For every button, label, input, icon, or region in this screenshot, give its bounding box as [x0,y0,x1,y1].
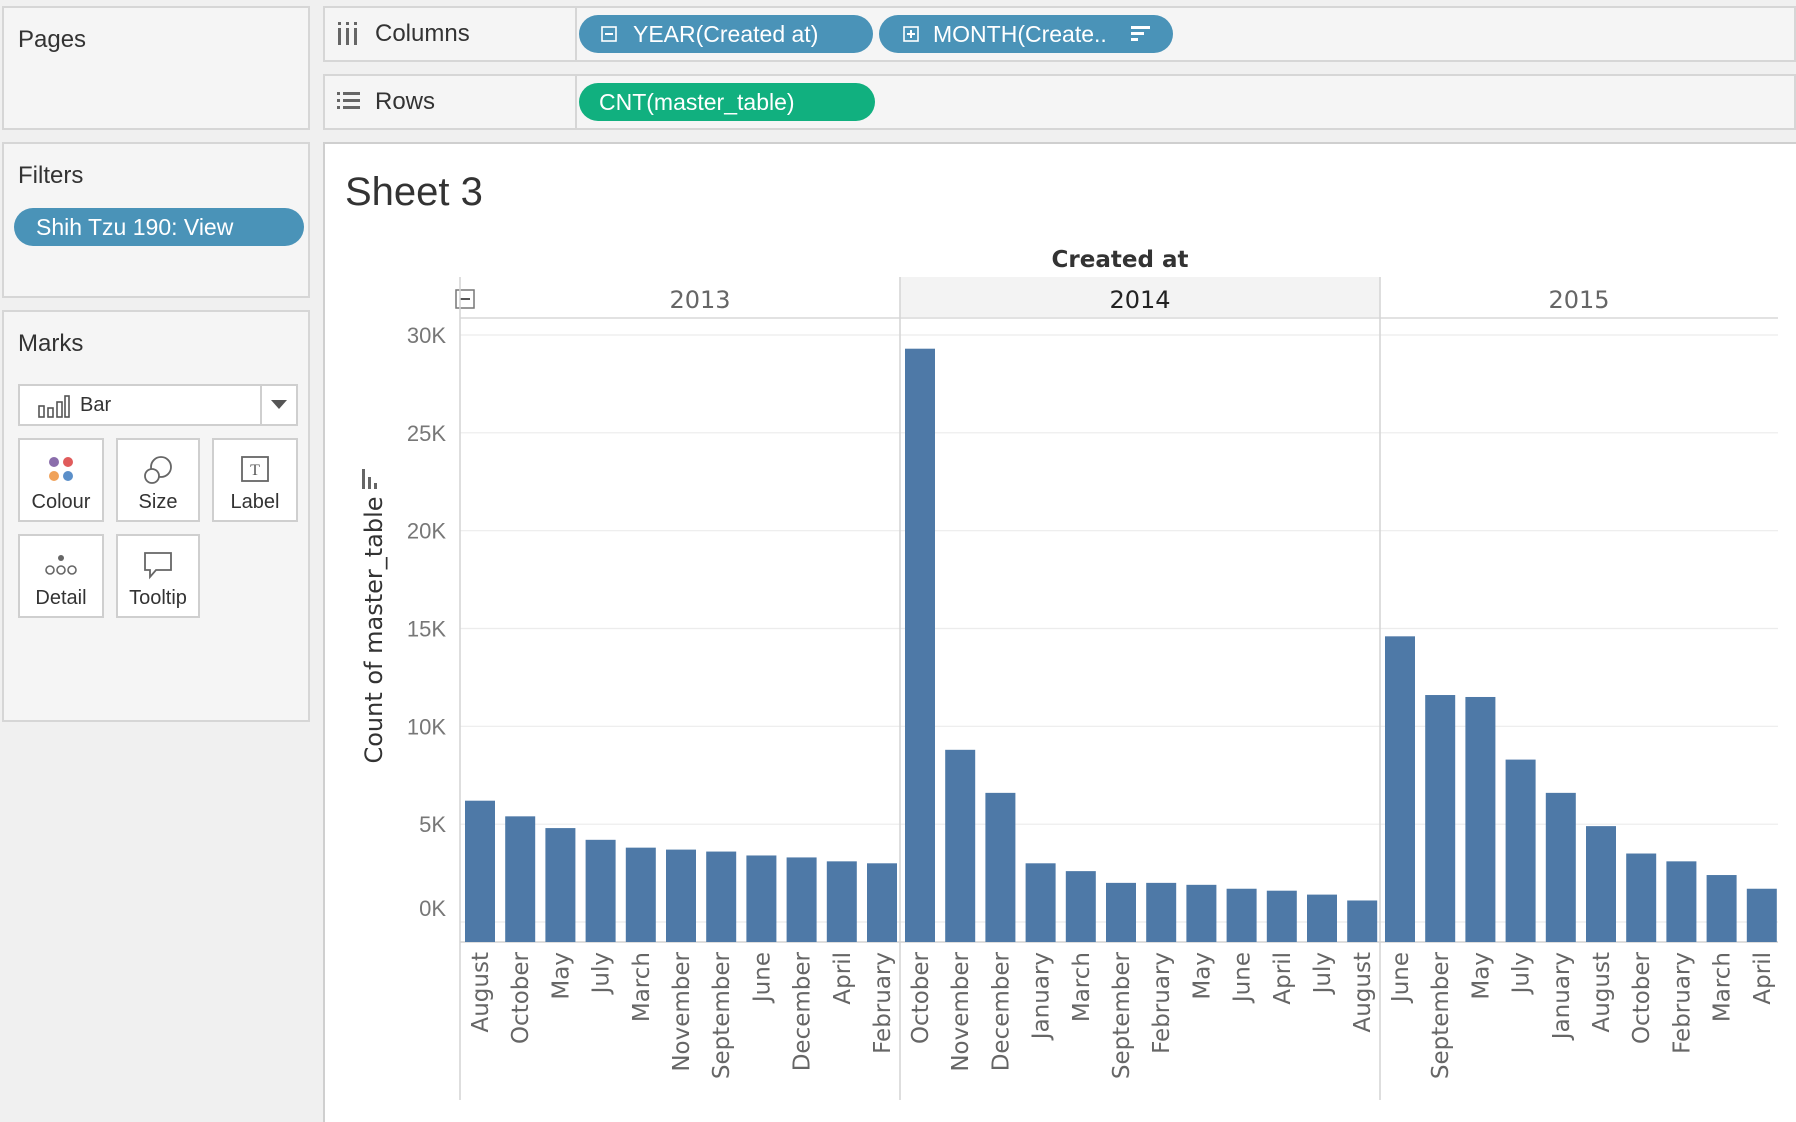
tooltip-icon [144,552,172,580]
year-pill-label: YEAR(Created at) [633,21,819,47]
detail-card[interactable]: Detail [18,534,104,618]
cnt-master-table-pill[interactable]: CNT(master_table) [579,83,875,121]
filter-pill-label: Shih Tzu 190: View [36,214,234,240]
colour-icon [49,457,73,481]
label-card[interactable]: T Label [212,438,298,522]
pages-panel: Pages [2,6,310,130]
month-pill-label: MONTH(Create.. [933,21,1107,47]
rows-shelf[interactable]: Rows CNT(master_table) [323,74,1796,130]
marks-title: Marks [18,330,84,357]
tooltip-card[interactable]: Tooltip [116,534,200,618]
filters-title: Filters [18,162,84,189]
detail-card-label: Detail [35,587,87,609]
columns-label: Columns [375,20,470,47]
rows-shelf-label-area: Rows [325,76,577,128]
size-icon [144,456,172,484]
filter-pill[interactable]: Shih Tzu 190: View [14,208,304,246]
size-card-label: Size [138,491,178,513]
filters-panel: Filters Shih Tzu 190: View [2,142,310,298]
rows-icon [337,92,360,109]
year-created-pill[interactable]: YEAR(Created at) [579,15,873,53]
chevron-down-icon [271,400,287,409]
colour-card-label: Colour [31,491,91,513]
collapse-icon [601,26,617,42]
tooltip-card-label: Tooltip [129,587,187,609]
mark-type-label: Bar [80,394,112,416]
columns-shelf[interactable]: Columns YEAR(Created at) MONTH(Create.. [323,6,1796,62]
sort-icon [1131,26,1150,41]
month-created-pill[interactable]: MONTH(Create.. [879,15,1173,53]
svg-text:T: T [250,462,260,479]
bar-chart-icon [38,395,70,418]
rows-pill-label: CNT(master_table) [599,89,795,115]
pages-title: Pages [18,26,87,53]
columns-icon [338,22,357,45]
sheet-title: Sheet 3 [345,170,483,214]
expand-icon [903,26,919,42]
rows-label: Rows [375,88,436,115]
columns-shelf-label-area: Columns [325,8,577,60]
label-icon: T [241,456,269,482]
size-card[interactable]: Size [116,438,200,522]
mark-type-dropdown[interactable]: Bar [18,384,298,426]
label-card-label: Label [230,491,280,513]
detail-icon [45,555,77,575]
marks-panel: Marks Bar Colour Size T [2,310,310,722]
colour-card[interactable]: Colour [18,438,104,522]
dropdown-toggle[interactable] [260,386,296,424]
view-area: Sheet 3 [323,142,1796,1122]
